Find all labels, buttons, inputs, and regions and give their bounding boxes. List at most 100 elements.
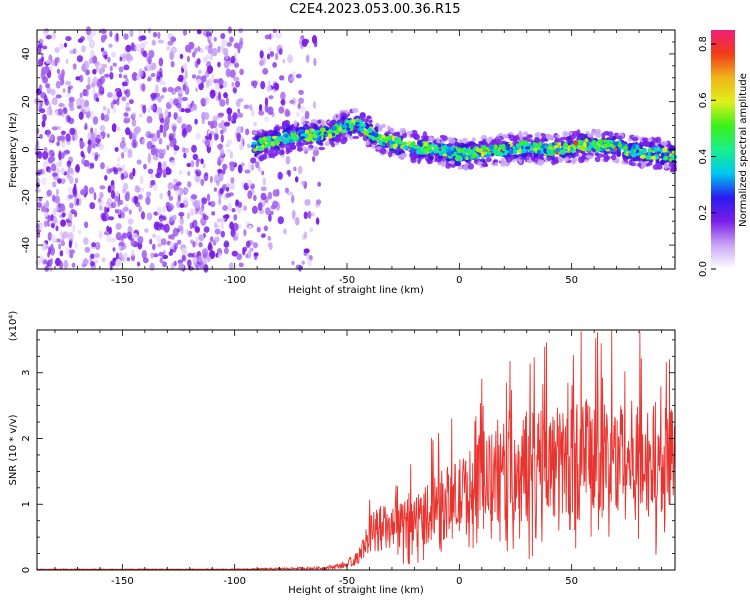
noise-speckle [217, 252, 222, 259]
trace-core [282, 138, 288, 145]
trace-speckle [330, 120, 336, 125]
noise-speckle [56, 68, 61, 74]
noise-speckle [229, 262, 234, 271]
trace-speckle [380, 147, 387, 155]
noise-speckle [267, 106, 274, 115]
noise-speckle [215, 82, 220, 90]
noise-speckle [68, 249, 76, 255]
noise-speckle [206, 54, 210, 60]
noise-speckle [108, 226, 112, 235]
trace-core [488, 144, 494, 151]
noise-speckle [162, 254, 169, 260]
y-tick-label: 0 [21, 567, 32, 573]
noise-speckle [181, 96, 188, 102]
noise-speckle [83, 60, 90, 70]
noise-speckle [234, 64, 238, 69]
noise-speckle [272, 62, 277, 68]
trace-core [555, 147, 561, 152]
noise-speckle [87, 76, 91, 86]
trace-speckle [453, 141, 460, 148]
noise-speckle [164, 109, 169, 118]
trace-core [515, 143, 520, 148]
noise-speckle [100, 112, 105, 121]
noise-speckle [46, 86, 52, 95]
noise-speckle [106, 133, 110, 138]
noise-speckle [212, 115, 219, 122]
trace-speckle [630, 162, 636, 167]
trace-core [276, 135, 280, 141]
noise-speckle [62, 178, 66, 183]
noise-speckle [289, 77, 295, 82]
noise-speckle [98, 135, 103, 140]
noise-speckle [156, 206, 162, 216]
noise-speckle [243, 205, 247, 211]
noise-speckle [249, 104, 253, 111]
noise-speckle [104, 174, 108, 181]
noise-speckle [218, 84, 224, 89]
noise-speckle [218, 197, 222, 206]
noise-speckle [111, 201, 117, 209]
noise-speckle [267, 80, 271, 86]
noise-speckle [249, 247, 254, 252]
noise-speckle [301, 38, 308, 48]
noise-speckle [172, 178, 178, 184]
trace-speckle [399, 127, 407, 134]
noise-speckle [189, 239, 194, 245]
noise-speckle [36, 233, 41, 238]
trace-core [408, 149, 415, 153]
noise-speckle [252, 242, 258, 249]
trace-speckle [351, 108, 359, 113]
trace-core [557, 142, 561, 146]
noise-speckle [158, 137, 163, 145]
noise-speckle [200, 97, 206, 106]
noise-speckle [139, 175, 144, 185]
noise-speckle [251, 108, 255, 117]
trace-speckle [482, 138, 487, 145]
noise-speckle [54, 47, 60, 53]
noise-speckle [220, 148, 225, 157]
noise-speckle [156, 107, 163, 115]
colorbar-tick-label: 0.8 [698, 36, 709, 52]
noise-speckle [307, 210, 312, 219]
noise-speckle [196, 58, 201, 65]
noise-speckle [90, 49, 95, 58]
noise-speckle [42, 45, 48, 50]
noise-speckle [121, 96, 127, 102]
noise-speckle [184, 70, 188, 80]
noise-speckle [121, 234, 124, 244]
noise-speckle [142, 104, 147, 114]
trace-speckle [340, 137, 347, 145]
trace-core [360, 122, 365, 127]
trace-core [482, 151, 487, 155]
trace-core [592, 141, 598, 147]
noise-speckle [38, 84, 43, 92]
noise-speckle [104, 73, 110, 78]
trace-speckle [441, 135, 448, 142]
noise-speckle [245, 253, 249, 259]
noise-speckle [159, 124, 164, 133]
noise-speckle [121, 152, 125, 159]
noise-speckle [115, 223, 122, 230]
noise-speckle [260, 192, 267, 201]
noise-speckle [247, 178, 252, 187]
noise-speckle [280, 100, 284, 105]
trace-core [251, 141, 257, 145]
noise-speckle [209, 236, 214, 243]
trace-speckle [263, 132, 268, 137]
noise-speckle [312, 156, 316, 162]
noise-speckle [294, 216, 300, 226]
trace-speckle [660, 140, 668, 146]
x-tick-label: -100 [223, 275, 246, 286]
noise-speckle [46, 106, 51, 116]
noise-speckle [72, 224, 76, 233]
trace-speckle [640, 163, 646, 169]
trace-core [381, 134, 386, 140]
trace-core [638, 150, 645, 156]
noise-speckle [199, 261, 204, 269]
trace-core [338, 126, 343, 132]
noise-speckle [244, 169, 251, 174]
noise-speckle [37, 202, 42, 208]
trace-core [392, 143, 399, 148]
noise-speckle [209, 175, 213, 184]
